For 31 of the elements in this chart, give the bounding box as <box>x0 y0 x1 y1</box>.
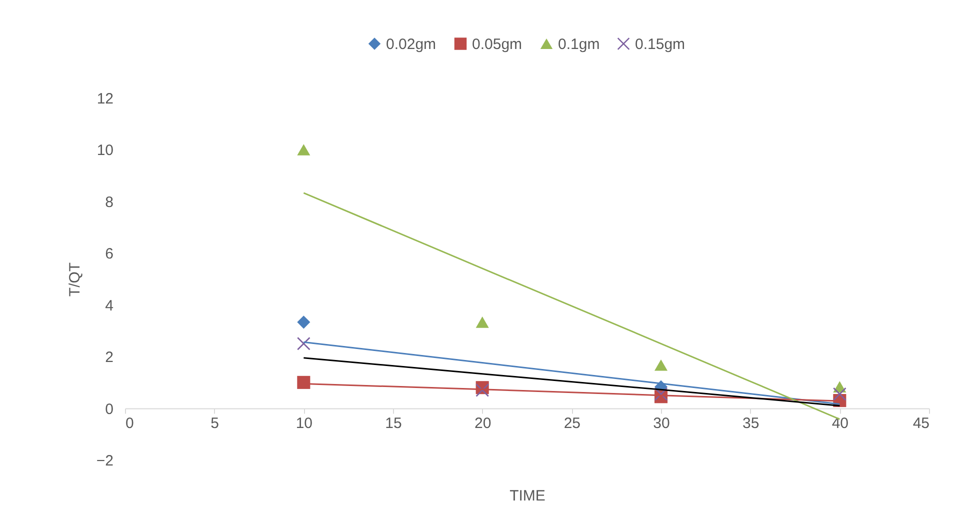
y-tick-label: 8 <box>105 194 114 211</box>
y-axis-title: T/QT <box>66 262 84 297</box>
legend-label: 0.1gm <box>558 36 600 53</box>
y-tick-label: 0 <box>105 400 114 418</box>
y-tick-label: 4 <box>105 297 114 314</box>
y-tick-label: 6 <box>105 246 114 263</box>
point <box>654 359 668 371</box>
point <box>297 316 310 329</box>
x-tick-label: 30 <box>653 414 670 432</box>
y-tick-label: −2 <box>96 452 114 470</box>
point <box>833 388 846 401</box>
x-tick-label: 0 <box>126 414 134 432</box>
y-tick-label: 10 <box>96 142 114 160</box>
x-tick-label: 35 <box>742 414 760 432</box>
point <box>297 337 310 350</box>
x-tick-label: 5 <box>210 414 220 432</box>
y-tick-label: 12 <box>96 90 114 108</box>
x-tick-label: 40 <box>832 414 849 432</box>
point <box>476 316 489 328</box>
legend-label: 0.15gm <box>635 36 686 53</box>
point <box>297 376 310 389</box>
x-axis-title: TIME <box>510 488 546 504</box>
x-tick-label: 15 <box>385 414 402 432</box>
legend-label: 0.05gm <box>472 36 522 53</box>
x-tick-label: 20 <box>474 414 492 432</box>
legend-label: 0.02gm <box>386 36 436 53</box>
point <box>297 144 310 156</box>
y-tick-label: 2 <box>105 349 114 366</box>
x-tick-label: 25 <box>564 414 581 432</box>
x-tick-label: 45 <box>912 414 930 432</box>
x-tick-label: 10 <box>296 414 313 432</box>
